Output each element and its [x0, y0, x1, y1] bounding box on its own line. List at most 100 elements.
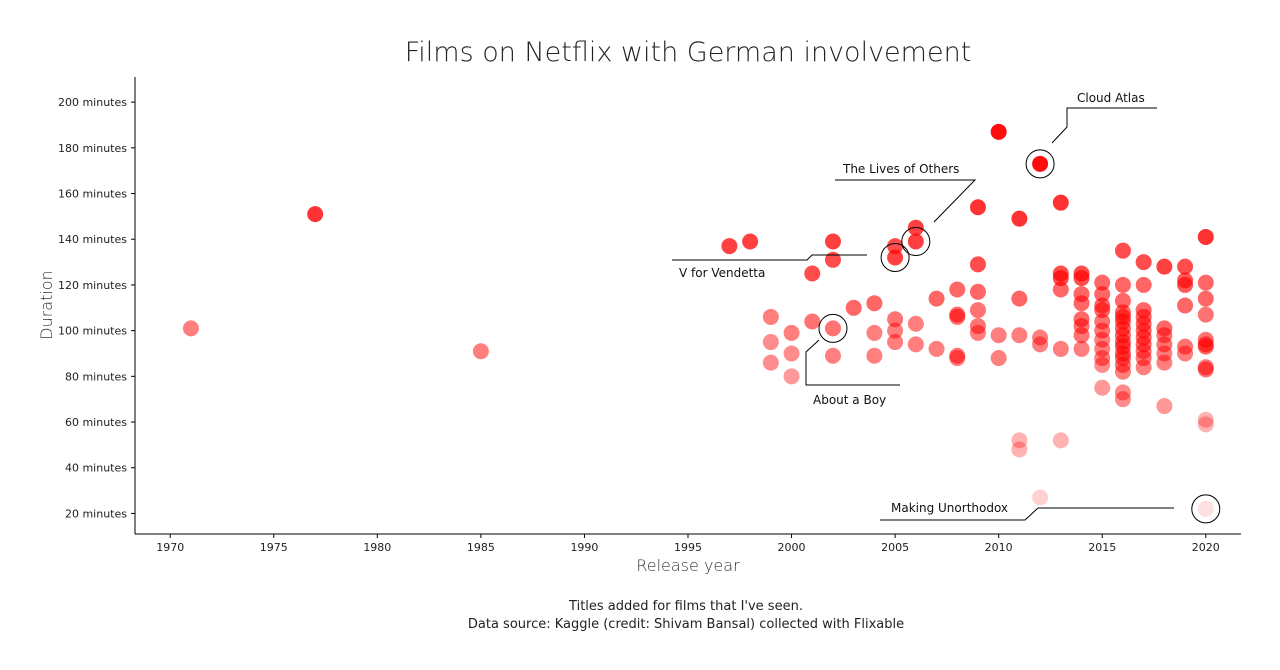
leader-cloud-atlas	[1051, 107, 1157, 144]
data-point	[969, 256, 986, 273]
highlight-ring-the-lives-of-others	[901, 227, 931, 257]
data-point	[824, 233, 841, 250]
data-point	[1094, 302, 1111, 319]
data-point	[969, 324, 986, 341]
data-point	[887, 334, 904, 351]
x-ticks: 1970 1975 1980 1985 1990 1995 2000 2005 2010 2015…	[156, 534, 1220, 554]
data-point	[1073, 327, 1090, 344]
data-point	[1011, 290, 1028, 307]
data-point	[1052, 194, 1069, 211]
data-point	[969, 302, 986, 319]
y-tick-label: 20 minutes	[65, 507, 127, 520]
data-point	[969, 199, 986, 216]
chart-title: Films on Netflix with German involvement	[405, 37, 972, 68]
x-tick-label: 2005	[881, 541, 909, 554]
y-axis-title: Duration	[37, 270, 56, 340]
data-point	[928, 340, 945, 357]
data-point	[1094, 350, 1111, 367]
data-point	[742, 233, 759, 250]
data-point	[1114, 363, 1131, 380]
data-point	[1197, 274, 1214, 291]
data-point	[1114, 391, 1131, 408]
y-ticks: 20 minutes 40 minutes 60 minutes 80 minutes…	[58, 96, 135, 520]
y-tick-label: 160 minutes	[58, 188, 127, 201]
leader-v-for-vendetta	[672, 254, 867, 261]
data-point	[1052, 432, 1069, 449]
data-point	[907, 336, 924, 353]
data-point	[762, 334, 779, 351]
y-tick-label: 40 minutes	[65, 462, 127, 475]
annotation-the-lives-of-others: The Lives of Others	[842, 162, 959, 176]
y-tick-label: 100 minutes	[58, 325, 127, 338]
annotation-v-for-vendetta: V for Vendetta	[679, 266, 765, 280]
data-point	[907, 315, 924, 332]
data-point	[887, 249, 904, 266]
data-point	[1073, 340, 1090, 357]
y-tick-label: 120 minutes	[58, 279, 127, 292]
data-point	[472, 343, 489, 360]
data-point	[990, 123, 1007, 140]
data-point	[887, 322, 904, 339]
leader-making-unorthodox	[880, 507, 1174, 521]
data-point	[1156, 354, 1173, 371]
data-point	[949, 281, 966, 298]
data-point	[1073, 295, 1090, 312]
data-point	[824, 320, 841, 337]
data-point	[1156, 398, 1173, 415]
data-point	[824, 251, 841, 268]
x-tick-label: 2000	[778, 541, 806, 554]
data-point	[1197, 338, 1214, 355]
x-tick-label: 1995	[674, 541, 702, 554]
data-point	[1197, 500, 1214, 517]
highlight-ring-making-unorthodox	[1191, 494, 1221, 524]
data-point	[1114, 242, 1131, 259]
data-point	[1197, 290, 1214, 307]
data-point	[1197, 228, 1214, 245]
data-point	[866, 347, 883, 364]
y-tick-label: 80 minutes	[65, 370, 127, 383]
data-point	[1177, 345, 1194, 362]
x-tick-label: 1970	[156, 541, 184, 554]
leader-about-a-boy	[805, 339, 900, 386]
data-point	[1177, 276, 1194, 293]
data-point	[1094, 356, 1111, 373]
data-point	[1094, 379, 1111, 396]
data-point	[1197, 411, 1214, 428]
data-point	[1094, 286, 1111, 303]
data-point	[1073, 270, 1090, 287]
y-tick-label: 140 minutes	[58, 233, 127, 246]
data-point	[1032, 336, 1049, 353]
data-point	[1032, 489, 1049, 506]
x-axis-title: Release year	[636, 556, 740, 575]
x-tick-label: 2010	[985, 541, 1013, 554]
data-point	[804, 265, 821, 282]
data-point	[1011, 210, 1028, 227]
highlight-ring-v-for-vendetta	[880, 243, 910, 273]
data-point	[1052, 281, 1069, 298]
leader-the-lives-of-others	[835, 179, 977, 223]
data-point	[1135, 359, 1152, 376]
data-point	[990, 327, 1007, 344]
data-point	[1094, 274, 1111, 291]
data-point	[1135, 254, 1152, 271]
x-tick-label: 1975	[260, 541, 288, 554]
annotation-about-a-boy: About a Boy	[813, 393, 886, 407]
data-point	[1114, 384, 1131, 401]
data-point	[887, 238, 904, 255]
annotations: Cloud Atlas The Lives of Others V for Ve…	[672, 91, 1221, 524]
data-point	[762, 308, 779, 325]
data-points	[182, 123, 1214, 517]
x-tick-label: 2015	[1088, 541, 1116, 554]
data-point	[1052, 270, 1069, 287]
data-point	[804, 313, 821, 330]
annotation-making-unorthodox: Making Unorthodox	[891, 501, 1008, 515]
data-point	[783, 368, 800, 385]
data-point	[783, 324, 800, 341]
caption-line-2: Data source: Kaggle (credit: Shivam Bans…	[468, 617, 904, 632]
y-tick-label: 60 minutes	[65, 416, 127, 429]
data-point	[1011, 327, 1028, 344]
data-point	[866, 324, 883, 341]
data-point	[307, 206, 324, 223]
data-point	[1135, 276, 1152, 293]
